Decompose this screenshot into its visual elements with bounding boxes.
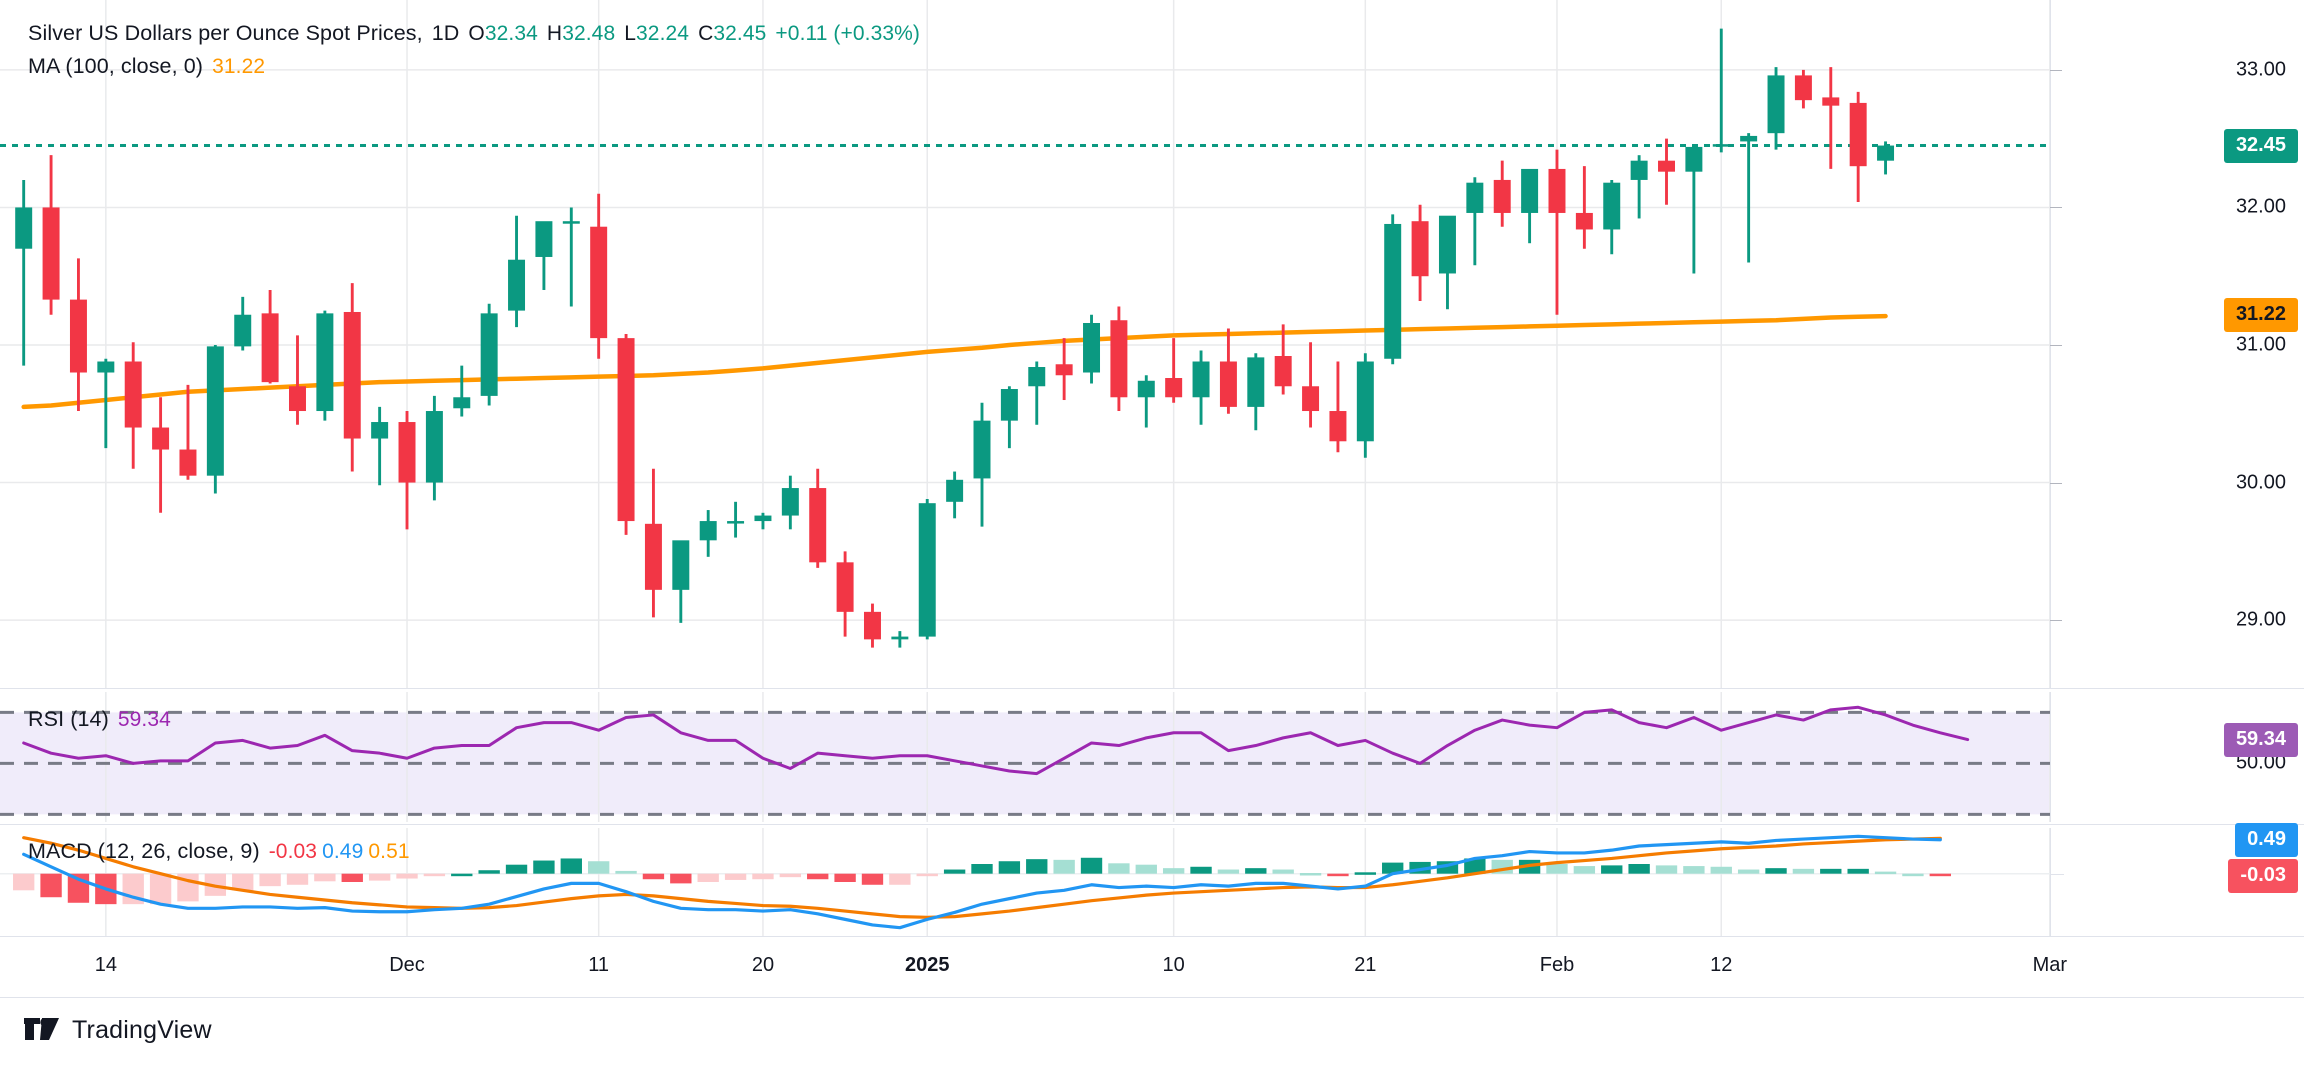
price-axis[interactable]: 33.00 32.00 31.00 30.00 29.00 32.45 31.22 [2050,0,2304,688]
price-legend: Silver US Dollars per Ounce Spot Prices,… [28,20,920,80]
time-axis-label: Feb [1539,954,1575,976]
macd-series [0,828,2050,936]
change-value: +0.11 (+0.33%) [775,22,921,45]
time-axis-label: 20 [751,954,775,976]
pane-divider-price-rsi [0,688,2304,689]
price-axis-label: 32.00 [2235,195,2286,218]
low-value: 32.24 [636,22,690,45]
symbol-title[interactable]: Silver US Dollars per Ounce Spot Prices, [28,21,423,45]
macd-axis-zero-tick [2050,873,2064,875]
price-axis-label: 33.00 [2235,58,2286,81]
price-legend-ohlc-row: Silver US Dollars per Ounce Spot Prices,… [28,20,920,47]
macd-pane[interactable]: 0.49 -0.03 MACD (12, 26, close, 9) -0.03 0.… [0,822,2304,936]
rsi-axis[interactable]: 50.00 59.34 [2050,692,2304,822]
time-axis-label: 11 [588,954,610,976]
macd-hist-value: -0.03 [268,840,318,863]
time-axis-label: 12 [1710,954,1733,976]
price-plot-area[interactable] [0,0,2050,688]
time-axis-label: Mar [2032,954,2068,976]
macd-plot-area[interactable] [0,828,2050,936]
price-axis-tick [2050,69,2062,71]
rsi-value: 59.34 [117,708,171,731]
price-axis-tick [2050,482,2062,484]
footer: TradingView [0,998,2304,1066]
time-axis-label: Dec [389,954,425,976]
macd-legend[interactable]: MACD (12, 26, close, 9) -0.03 0.49 0.51 [28,838,410,865]
ma-label[interactable]: MA (100, close, 0) [28,54,204,78]
time-axis-label: 21 [1354,954,1377,976]
interval-label[interactable]: 1D [431,21,460,45]
low-key: L [624,22,637,45]
macd-label[interactable]: MACD (12, 26, close, 9) [28,839,260,863]
macd-hist-badge[interactable]: -0.03 [2228,858,2298,893]
time-axis[interactable]: 14 Dec 11 20 2025 10 21 Feb 12 Mar [0,936,2304,998]
candlestick-series [0,0,2050,688]
tradingview-wordmark: TradingView [72,1016,212,1044]
price-axis-label: 30.00 [2235,471,2286,494]
price-axis-label: 31.00 [2235,333,2286,356]
rsi-label[interactable]: RSI (14) [28,707,109,731]
rsi-value-badge[interactable]: 59.34 [2223,722,2298,757]
time-axis-label: 10 [1162,954,1185,976]
price-axis-tick [2050,345,2062,346]
macd-slow-value: 0.51 [368,840,410,863]
price-axis-label: 29.00 [2235,608,2286,631]
tradingview-logo[interactable]: TradingView [24,1016,212,1045]
open-value: 32.34 [484,22,538,45]
price-pane[interactable]: 33.00 32.00 31.00 30.00 29.00 32.45 31.22 Silv… [0,0,2304,688]
ma-price-badge[interactable]: 31.22 [2223,297,2298,332]
last-price-badge[interactable]: 32.45 [2223,128,2298,163]
macd-fast-badge[interactable]: 0.49 [2235,822,2298,857]
tradingview-mark-icon [24,1017,59,1040]
rsi-pane[interactable]: 50.00 59.34 RSI (14) 59.34 [0,692,2304,822]
price-axis-tick [2050,620,2062,622]
rsi-legend[interactable]: RSI (14) 59.34 [28,706,171,733]
time-axis-label: 14 [94,954,117,976]
pane-divider-rsi-macd [0,824,2304,825]
time-axis-top-border [0,936,2050,937]
time-axis-bottom-divider [0,997,2304,998]
high-key: H [546,22,563,45]
price-axis-tick [2050,207,2062,209]
macd-fast-value: 0.49 [322,840,364,863]
macd-axis-divider [2050,828,2051,936]
close-value: 32.45 [713,22,767,45]
rsi-axis-label: 50.00 [2235,751,2286,774]
open-key: O [468,22,485,45]
ma-legend-row[interactable]: MA (100, close, 0) 31.22 [28,53,920,80]
rsi-plot-area[interactable] [0,692,2050,822]
price-axis-divider [2050,0,2051,688]
rsi-series [0,692,2050,822]
ma-value: 31.22 [212,55,266,78]
close-key: C [698,22,714,45]
rsi-axis-divider [2050,692,2051,822]
time-axis-label: 2025 [904,954,950,976]
high-value: 32.48 [562,22,616,45]
macd-axis[interactable]: 0.49 -0.03 [2050,822,2304,936]
